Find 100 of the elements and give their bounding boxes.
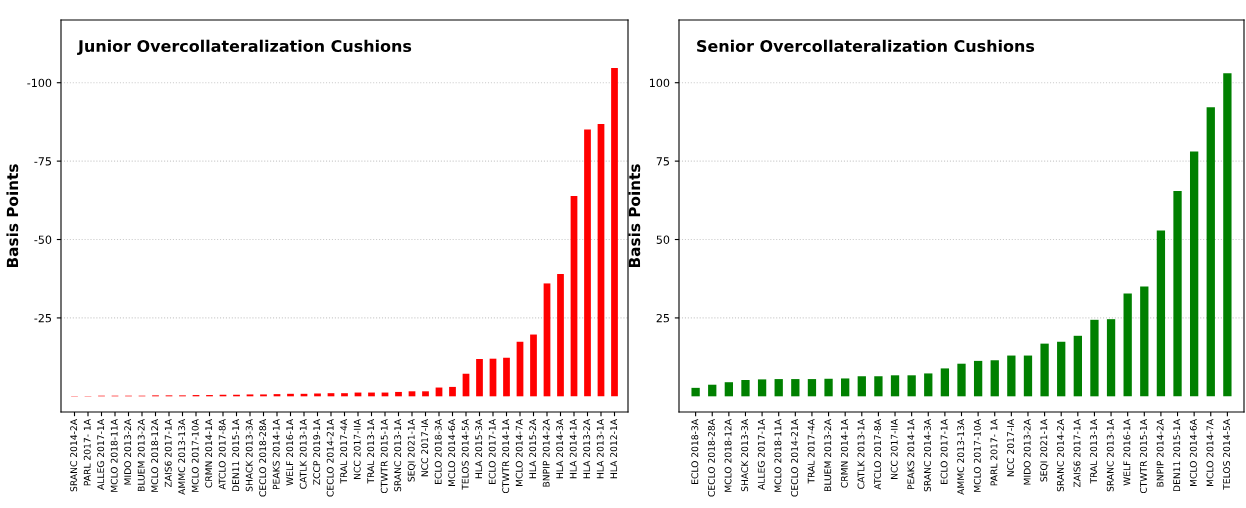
text: Senior Overcollateralization Cushions (697, 39, 1035, 53)
x-tick-label: ZAIS6 2017-1A (1073, 419, 1081, 488)
bar (841, 378, 850, 397)
x-tick-label: MCLO 2017-10A (191, 419, 199, 492)
x-tick-label: ECLO 2018-3A (691, 419, 699, 484)
x-tick-label: CRMN 2014-1A (840, 419, 848, 488)
x-tick-label: MCLO 2014-7A (515, 419, 523, 486)
x-tick-label: ECLO 2017-1A (940, 419, 948, 484)
bar (691, 387, 700, 397)
x-tick-label: SRANC 2013-1A (1106, 419, 1114, 492)
bar (1023, 355, 1033, 397)
x-tick-label: ZCCP 2019-1A (313, 419, 321, 485)
y-tick-label: -75 (34, 157, 51, 166)
x-tick-label: MCLO 2014-6A (448, 419, 456, 486)
x-tick-label: PEAKS 2014-1A (907, 419, 915, 490)
bar (1140, 286, 1149, 397)
bar (874, 376, 883, 397)
x-tick-label: BNPIP 2014-2A (1156, 419, 1164, 487)
x-tick-label: MCLO 2018-11A (110, 419, 118, 492)
x-tick-label: CECLO 2014-21A (326, 419, 334, 497)
x-tick-label: HLA 2015-3A (475, 419, 483, 479)
x-tick-label: AMMC 2013-13A (957, 419, 965, 495)
y-axis-title: Basis Points (6, 164, 19, 268)
x-tick-label: CATLK 2013-1A (857, 419, 865, 489)
x-tick-label: MCLO 2018-12A (724, 419, 732, 492)
bar (1090, 319, 1099, 397)
x-tick-label: WELF 2016-1A (286, 419, 294, 486)
bar (924, 373, 933, 397)
bar (973, 360, 983, 397)
x-tick-label: MCLO 2018-11A (774, 419, 782, 492)
x-tick-label: ALLEG 2017-1A (757, 419, 765, 490)
bar (757, 379, 767, 397)
x-tick-label: TRAL 2017-4A (340, 419, 348, 484)
y-tick-label: 25 (656, 313, 669, 323)
y-tick-label: 50 (656, 235, 670, 244)
x-tick-label: DEN11 2015-1A (1173, 419, 1181, 492)
x-tick-label: TRAL 2017-4A (807, 419, 815, 484)
bar (1040, 343, 1049, 397)
bar (807, 379, 817, 397)
bar (857, 376, 866, 397)
bar (890, 375, 900, 397)
bar (1007, 355, 1016, 397)
y-tick-label: 75 (656, 157, 669, 166)
x-tick-label: MCLO 2018-12A (151, 419, 159, 492)
x-tick-label: CATLK 2013-1A (299, 419, 307, 489)
x-tick-label: SEQI 2021-1A (407, 419, 416, 482)
bar (1123, 293, 1132, 397)
x-tick-label: DEN11 2015-1A (232, 419, 240, 492)
x-tick-label: CTWTR 2014-1A (502, 419, 510, 494)
x-tick-label: HLA 2014-1A (569, 419, 577, 479)
y-tick-label: -25 (34, 313, 51, 323)
x-tick-label: MIDO 2013-2A (124, 419, 132, 485)
x-tick-label: PARL 2017- 1A (83, 419, 91, 486)
x-tick-label: SHACK 2013-3A (741, 419, 749, 492)
x-tick-label: SRANC 2014-2A (70, 419, 78, 492)
y-axis-title: Basis Points (628, 164, 641, 268)
x-tick-label: BNPIP 2014-2A (542, 419, 550, 487)
x-tick-label: HLA 2013-2A (583, 419, 591, 479)
x-tick-label: TELOS 2014-5A (1223, 419, 1231, 490)
bar (824, 378, 833, 397)
bar (940, 368, 950, 397)
bar (990, 360, 999, 397)
bar (1223, 73, 1232, 397)
bar (791, 379, 800, 397)
x-tick-label: ZAIS6 2017-1A (164, 419, 172, 488)
x-tick-label: TRAL 2013-1A (1090, 419, 1098, 484)
x-tick-label: NCC 2017-IA (421, 419, 429, 477)
x-tick-label: MCLO 2014-7A (1206, 419, 1214, 486)
x-tick-label: ECLO 2017-1A (488, 419, 496, 484)
x-tick-label: CECLO 2014-21A (791, 419, 798, 497)
x-tick-label: CECLO 2018-28A (259, 419, 267, 497)
y-tick-label: -100 (27, 78, 52, 88)
x-tick-label: ALLEG 2017-1A (97, 419, 105, 490)
bar (957, 363, 966, 397)
x-tick-label: BLUEM 2013-2A (824, 419, 832, 492)
x-tick-label: SRANC 2013-1A (394, 419, 402, 492)
bar (1057, 341, 1066, 397)
x-tick-label: BLUEM 2013-2A (137, 419, 145, 492)
bar (1106, 319, 1116, 397)
x-tick-label: CTWTR 2015-1A (1140, 419, 1147, 494)
bar (724, 382, 734, 397)
x-tick-label: HLA 2015-2A (529, 419, 537, 479)
bar (774, 379, 783, 397)
x-tick-label: SRANC 2014-2A (1056, 419, 1064, 492)
x-tick-label: NCC 2017-IIA (890, 419, 898, 479)
x-tick-label: HLA 2012-1A (610, 419, 618, 479)
x-tick-label: NCC 2017-IA (1007, 419, 1015, 477)
x-tick-label: ATCLO 2017-8A (874, 419, 882, 490)
x-tick-label: NCC 2017-IIA (353, 419, 361, 479)
x-tick-label: MCLO 2017-10A (973, 419, 981, 492)
bar (741, 380, 750, 397)
x-tick-label: SHACK 2013-3A (245, 419, 253, 492)
x-tick-label: WELF 2016-1A (1123, 419, 1131, 486)
bar (1073, 335, 1082, 397)
x-tick-label: CTWTR 2015-1A (380, 419, 388, 494)
bar (907, 375, 916, 397)
x-tick-label: PEAKS 2014-1A (272, 419, 280, 490)
x-tick-label: TRAL 2013-1A (367, 419, 375, 484)
x-tick-label: ECLO 2018-3A (434, 419, 442, 484)
y-tick-label: 100 (649, 78, 670, 88)
